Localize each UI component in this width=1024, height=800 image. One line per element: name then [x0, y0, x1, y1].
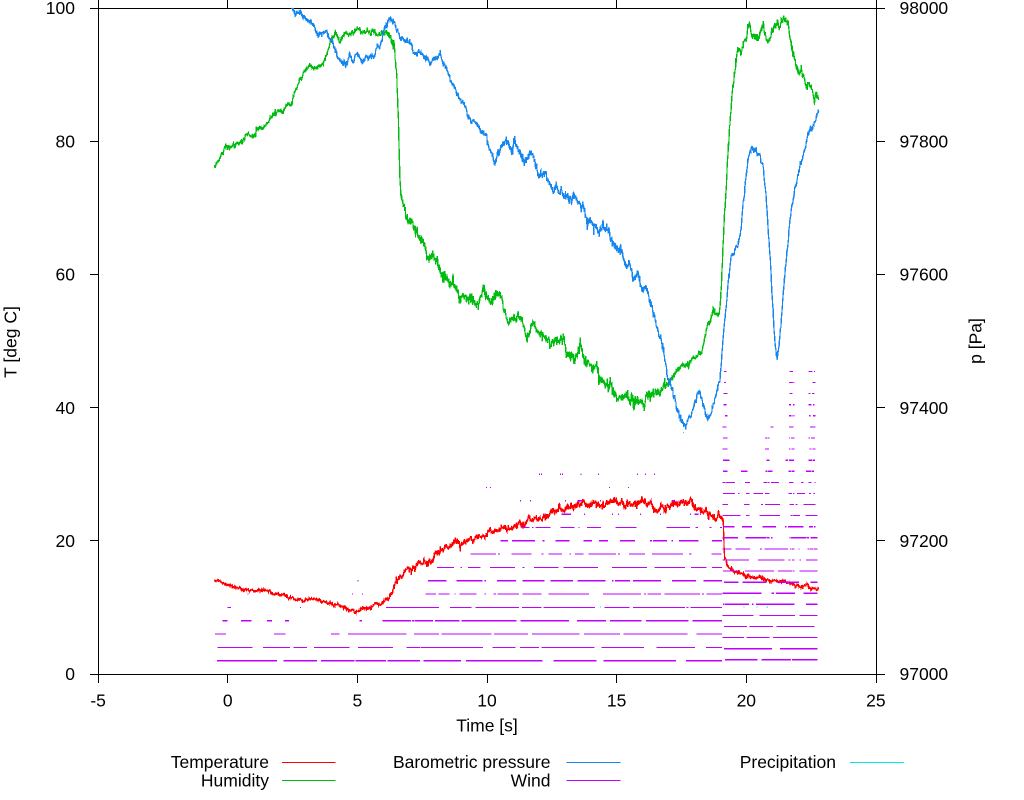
svg-text:20: 20 — [737, 691, 757, 711]
svg-text:Barometric pressure: Barometric pressure — [393, 752, 551, 772]
svg-text:97400: 97400 — [900, 398, 949, 418]
svg-text:40: 40 — [56, 398, 76, 418]
svg-text:0: 0 — [223, 691, 233, 711]
svg-text:0: 0 — [65, 664, 75, 684]
svg-text:Time [s]: Time [s] — [456, 716, 518, 736]
svg-text:100: 100 — [46, 0, 75, 18]
svg-text:T [deg C]: T [deg C] — [1, 306, 21, 378]
svg-text:-5: -5 — [90, 691, 106, 711]
svg-text:Wind: Wind — [511, 771, 551, 791]
svg-text:10: 10 — [477, 691, 497, 711]
svg-text:97800: 97800 — [900, 131, 949, 151]
svg-text:Temperature: Temperature — [171, 752, 269, 772]
svg-text:5: 5 — [353, 691, 363, 711]
svg-text:Humidity: Humidity — [201, 771, 269, 791]
svg-text:80: 80 — [56, 131, 76, 151]
svg-text:60: 60 — [56, 265, 76, 285]
svg-text:15: 15 — [607, 691, 626, 711]
svg-text:98000: 98000 — [900, 0, 949, 18]
svg-text:Precipitation: Precipitation — [740, 752, 836, 772]
svg-text:p [Pa]: p [Pa] — [966, 318, 986, 364]
svg-text:97000: 97000 — [900, 664, 949, 684]
svg-text:20: 20 — [56, 531, 76, 551]
svg-text:97600: 97600 — [900, 265, 949, 285]
svg-text:25: 25 — [866, 691, 885, 711]
svg-text:97200: 97200 — [900, 531, 949, 551]
